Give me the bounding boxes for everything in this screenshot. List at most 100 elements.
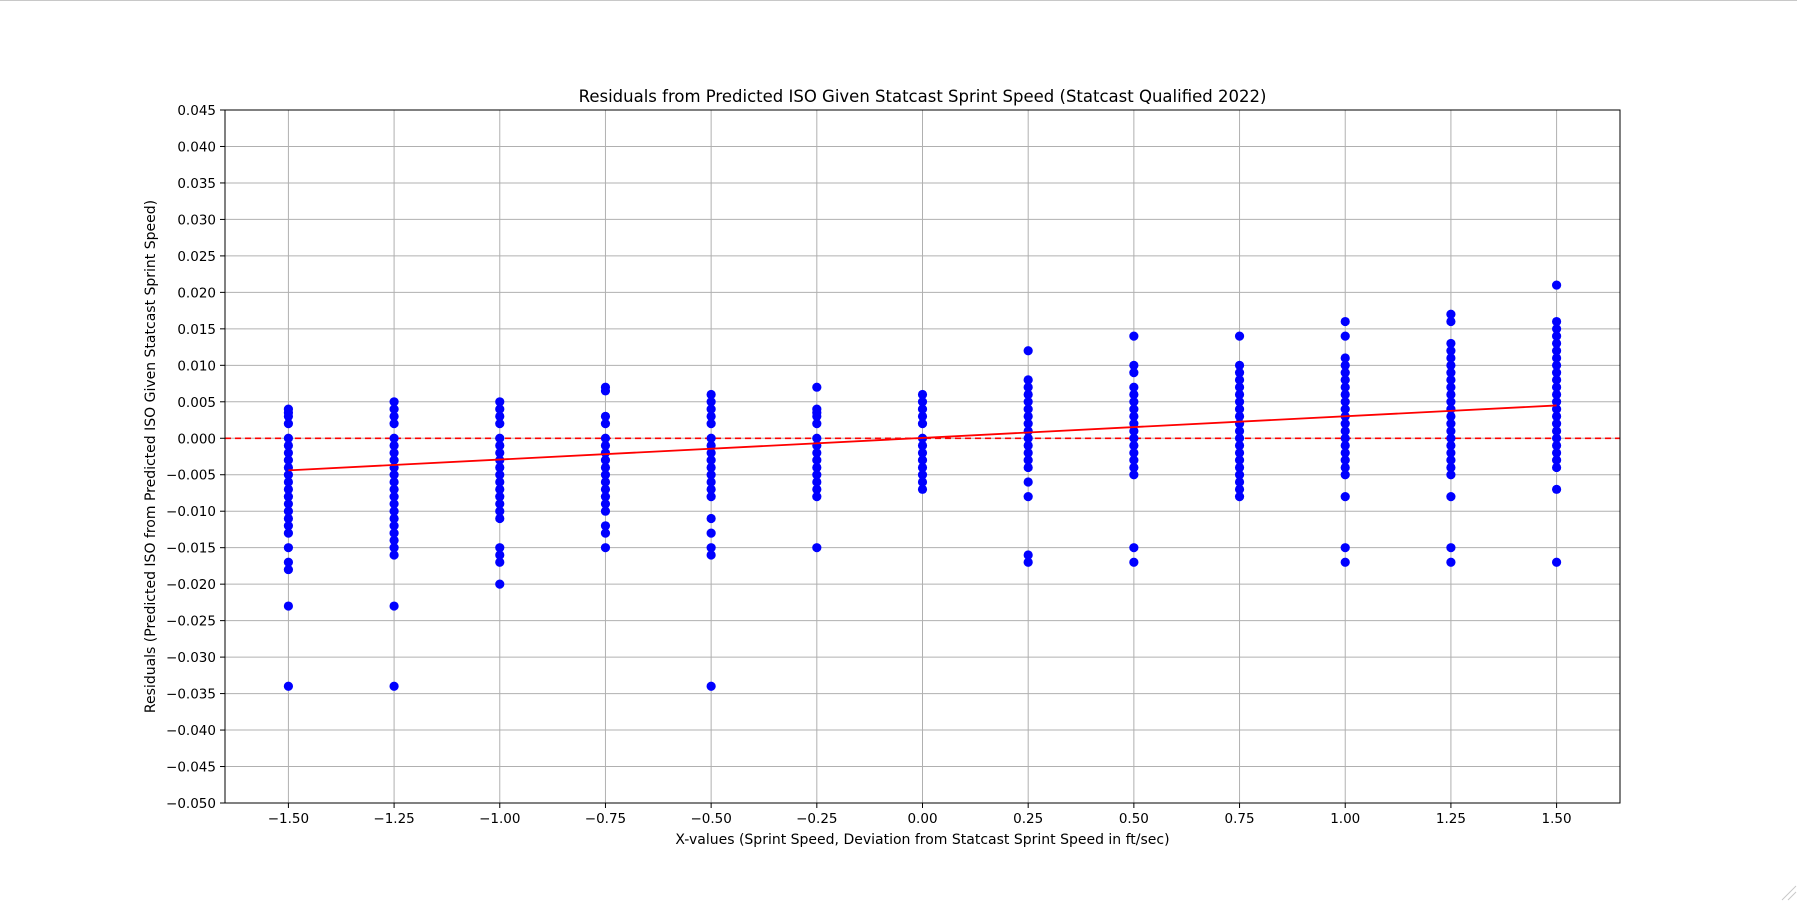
data-point — [1023, 477, 1033, 487]
y-tick-label: 0.045 — [177, 103, 216, 119]
data-point — [917, 404, 928, 414]
data-point — [495, 462, 505, 473]
data-point — [1446, 448, 1456, 458]
data-point — [917, 440, 928, 451]
x-tick-label: 0.00 — [907, 811, 937, 827]
data-point — [1446, 368, 1456, 378]
data-point — [1446, 557, 1456, 567]
data-point — [283, 477, 294, 487]
data-point — [1340, 433, 1350, 443]
y-tick-label: −0.005 — [166, 468, 216, 484]
data-point — [600, 470, 611, 480]
data-point — [1340, 557, 1350, 567]
data-point — [283, 440, 294, 451]
data-point — [1129, 331, 1139, 341]
data-point — [1551, 338, 1562, 349]
data-point — [389, 499, 399, 509]
data-point — [283, 411, 294, 421]
data-point — [706, 492, 716, 502]
data-point — [1446, 353, 1456, 363]
data-point — [1446, 338, 1456, 349]
data-point — [1129, 382, 1139, 392]
data-point — [1234, 448, 1245, 458]
data-point — [389, 521, 399, 531]
data-point — [706, 411, 716, 421]
data-point — [283, 433, 294, 443]
data-point — [1340, 426, 1350, 436]
window-top-border — [0, 0, 1797, 1]
data-point — [1340, 455, 1350, 465]
data-point — [1129, 419, 1139, 429]
data-point — [1551, 404, 1562, 414]
y-tick-label: −0.035 — [166, 687, 216, 703]
data-point — [1551, 397, 1562, 407]
data-point — [1551, 368, 1562, 378]
y-tick-label: 0.020 — [177, 285, 216, 301]
y-tick-label: −0.010 — [166, 504, 216, 520]
data-point — [1234, 470, 1245, 480]
data-point — [495, 433, 505, 443]
data-point — [1551, 389, 1562, 400]
data-point — [1551, 346, 1562, 356]
data-point — [1551, 411, 1562, 421]
x-axis-label: X-values (Sprint Speed, Deviation from S… — [675, 832, 1169, 848]
resize-grip-icon[interactable] — [1779, 883, 1797, 901]
data-point — [389, 528, 399, 538]
data-point — [706, 448, 716, 458]
data-point — [1446, 316, 1456, 327]
axis-ticks: −1.50 −1.25 −1.00 −0.75 −0.50 −0.25 0.00 0.25 0.… — [166, 103, 1572, 827]
data-point — [495, 499, 505, 509]
data-point — [812, 419, 822, 429]
data-point — [1023, 375, 1033, 385]
trend-line — [288, 404, 1557, 472]
data-point — [706, 433, 716, 443]
data-point — [1446, 411, 1456, 421]
x-tick-label: −0.75 — [585, 811, 626, 827]
data-point — [1023, 440, 1033, 451]
y-tick-label: −0.015 — [166, 541, 216, 557]
data-point — [917, 389, 928, 400]
data-point — [1446, 389, 1456, 400]
data-point — [283, 492, 294, 502]
data-point — [600, 521, 611, 531]
x-tick-label: 0.25 — [1013, 811, 1043, 827]
data-point — [283, 419, 294, 429]
x-tick-label: −1.50 — [268, 811, 309, 827]
data-point — [1129, 470, 1139, 480]
data-point — [1446, 346, 1456, 356]
data-point — [389, 484, 399, 494]
data-point — [706, 681, 716, 691]
data-point — [1551, 462, 1562, 473]
data-point — [1129, 426, 1139, 436]
data-point — [1129, 397, 1139, 407]
y-tick-label: −0.020 — [166, 577, 216, 593]
data-point — [495, 440, 505, 451]
y-tick-label: −0.025 — [166, 614, 216, 630]
data-point — [1129, 543, 1139, 553]
data-point — [1551, 440, 1562, 451]
data-point — [1446, 309, 1456, 319]
x-tick-label: 0.75 — [1225, 811, 1255, 827]
data-point — [1234, 397, 1245, 407]
x-tick-label: −1.00 — [479, 811, 520, 827]
data-point — [1340, 470, 1350, 480]
data-point — [706, 470, 716, 480]
data-point — [283, 557, 294, 567]
data-point — [283, 448, 294, 458]
data-point — [1234, 426, 1245, 436]
data-point — [1129, 360, 1139, 370]
data-point — [706, 389, 716, 400]
data-point — [495, 477, 505, 487]
data-point — [1551, 455, 1562, 465]
data-point — [1446, 360, 1456, 370]
data-point — [1446, 462, 1456, 473]
data-point — [917, 455, 928, 465]
data-point — [1129, 448, 1139, 458]
data-point — [1551, 324, 1562, 334]
data-point — [1023, 346, 1033, 356]
y-tick-label: 0.005 — [177, 395, 216, 411]
data-point — [1446, 492, 1456, 502]
data-point — [389, 440, 399, 451]
data-point — [1551, 331, 1562, 341]
